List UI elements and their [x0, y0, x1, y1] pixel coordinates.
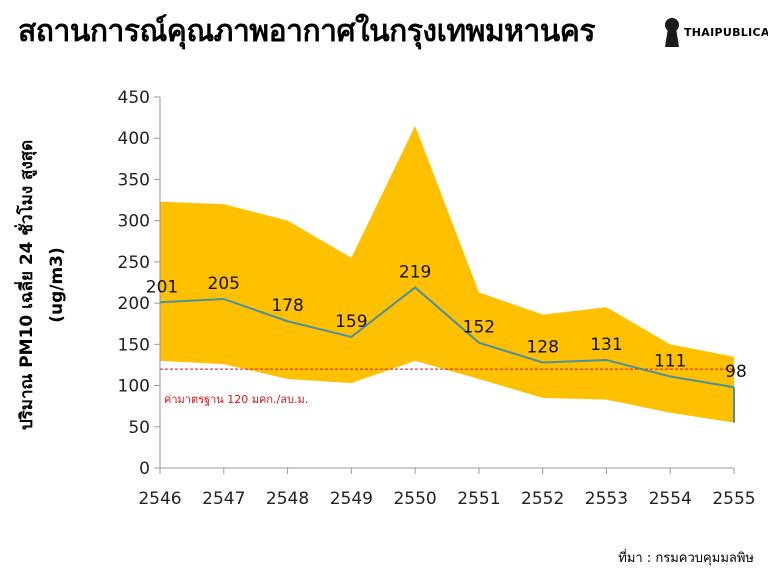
x-tick-label: 2546 [138, 489, 181, 509]
y-tick-label: 150 [118, 335, 150, 355]
logo-text: THAIPUBLICA [684, 26, 768, 39]
data-label: 201 [146, 277, 178, 297]
data-label: 205 [208, 274, 240, 294]
data-label: 219 [399, 262, 431, 282]
data-label: 131 [590, 335, 622, 355]
y-tick-label: 400 [118, 129, 150, 149]
y-axis-label: ปริมาณ PM10 เฉลี่ย 24 ชั่วโมง สูงสุด [14, 140, 38, 430]
data-label: 128 [526, 337, 558, 357]
y-tick-label: 200 [118, 294, 150, 314]
thaipublica-logo: THAIPUBLICA [662, 14, 768, 48]
x-tick-label: 2549 [330, 489, 373, 509]
y-tick-label: 350 [118, 170, 150, 190]
data-label: 111 [654, 351, 686, 371]
data-label: 98 [725, 362, 747, 382]
data-label: 159 [335, 312, 367, 332]
keyhole-icon [665, 18, 679, 47]
x-tick-label: 2551 [457, 489, 500, 509]
x-tick-label: 2548 [266, 489, 309, 509]
pm10-average-line [159, 286, 735, 389]
y-tick-label: 50 [128, 418, 150, 438]
data-label: 152 [463, 318, 495, 338]
x-tick-label: 2555 [712, 489, 755, 509]
source-note: ที่มา : กรมควบคุมมลพิษ [618, 551, 754, 566]
page-title: สถานการณ์คุณภาพอากาศในกรุงเทพมหานคร [18, 14, 595, 49]
data-label: 178 [271, 296, 303, 316]
standard-label: ค่ามาตรฐาน 120 มคก./ลบ.ม. [164, 393, 308, 406]
x-tick-label: 2553 [585, 489, 628, 509]
y-tick-label: 300 [118, 212, 150, 232]
y-axis-unit: (ug/m3) [47, 247, 67, 323]
y-tick-label: 450 [118, 88, 150, 108]
x-tick-label: 2547 [202, 489, 245, 509]
x-tick-label: 2550 [393, 489, 436, 509]
y-tick-label: 250 [118, 253, 150, 273]
x-tick-label: 2554 [649, 489, 692, 509]
y-tick-label: 0 [139, 459, 150, 479]
x-tick-label: 2552 [521, 489, 564, 509]
y-tick-label: 100 [118, 377, 150, 397]
min-max-band [160, 125, 734, 423]
